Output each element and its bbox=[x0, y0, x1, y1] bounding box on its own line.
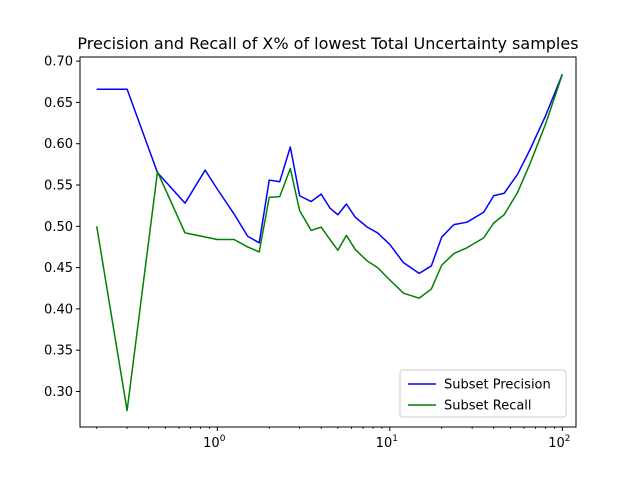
x-tick-label: 101 bbox=[376, 434, 398, 451]
x-tick-label-exponent: 2 bbox=[565, 434, 571, 444]
x-tick-label-base: 10 bbox=[548, 436, 565, 451]
series-line-subset-recall bbox=[95, 74, 564, 412]
y-tick-label: 0.45 bbox=[44, 261, 73, 276]
y-tick-label: 0.35 bbox=[44, 344, 73, 359]
x-tick-label-base: 10 bbox=[203, 436, 220, 451]
y-tick-label: 0.50 bbox=[44, 220, 73, 235]
x-tick-label: 102 bbox=[548, 434, 570, 451]
chart-title: Precision and Recall of X% of lowest Tot… bbox=[77, 34, 578, 53]
x-tick-label-exponent: 1 bbox=[392, 434, 398, 444]
y-tick-label: 0.55 bbox=[44, 179, 73, 194]
y-tick-label: 0.65 bbox=[44, 96, 73, 111]
y-tick-label: 0.30 bbox=[44, 385, 73, 400]
plot-frame bbox=[79, 56, 577, 428]
legend-label: Subset Recall bbox=[444, 399, 532, 414]
y-tick-label: 0.60 bbox=[44, 137, 73, 152]
y-tick-label: 0.70 bbox=[44, 55, 73, 70]
y-tick-label: 0.40 bbox=[44, 302, 73, 317]
legend-box bbox=[399, 369, 567, 418]
legend-label: Subset Precision bbox=[444, 378, 551, 393]
x-tick-label-exponent: 0 bbox=[220, 434, 226, 444]
x-tick-label: 100 bbox=[203, 434, 226, 451]
series-line-subset-precision bbox=[96, 74, 564, 275]
x-tick-label-base: 10 bbox=[376, 436, 393, 451]
